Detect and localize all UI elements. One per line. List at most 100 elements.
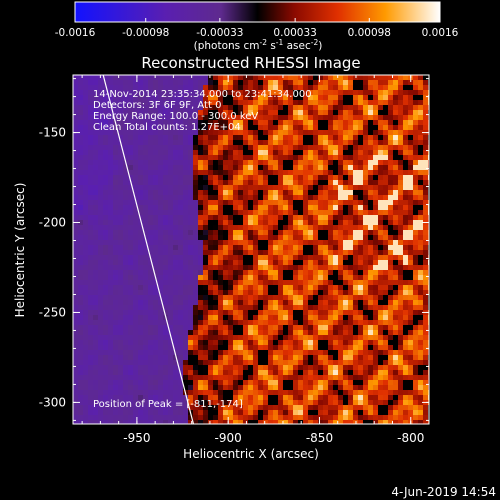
- heatmap-cell: [333, 380, 338, 385]
- heatmap-cell: [83, 85, 88, 90]
- heatmap-cell: [83, 370, 88, 375]
- heatmap-cell: [388, 415, 393, 420]
- heatmap-cell: [118, 205, 123, 210]
- heatmap-cell: [233, 320, 238, 325]
- heatmap-cell: [338, 280, 343, 285]
- heatmap-cell: [308, 220, 313, 225]
- heatmap-cell: [268, 280, 273, 285]
- heatmap-cell: [368, 225, 373, 230]
- heatmap-cell: [173, 345, 178, 350]
- heatmap-cell: [323, 205, 328, 210]
- colorbar-tick-label: -0.0016: [55, 27, 96, 39]
- heatmap-cell: [138, 240, 143, 245]
- heatmap-cell: [103, 370, 108, 375]
- heatmap-cell: [403, 240, 408, 245]
- heatmap-cell: [318, 295, 323, 300]
- heatmap-cell: [93, 125, 98, 130]
- heatmap-cell: [328, 195, 333, 200]
- heatmap-cell: [308, 315, 313, 320]
- heatmap-cell: [108, 115, 113, 120]
- heatmap-cell: [278, 405, 283, 410]
- heatmap-cell: [293, 175, 298, 180]
- heatmap-cell: [383, 205, 388, 210]
- heatmap-cell: [203, 385, 208, 390]
- heatmap-cell: [148, 230, 153, 235]
- heatmap-cell: [123, 385, 128, 390]
- heatmap-cell: [103, 365, 108, 370]
- heatmap-cell: [238, 190, 243, 195]
- heatmap-cell: [358, 140, 363, 145]
- heatmap-cell: [143, 185, 148, 190]
- heatmap-cell: [213, 275, 218, 280]
- heatmap-cell: [108, 160, 113, 165]
- heatmap-cell: [138, 135, 143, 140]
- heatmap-cell: [363, 315, 368, 320]
- heatmap-cell: [363, 120, 368, 125]
- heatmap-cell: [168, 170, 173, 175]
- heatmap-cell: [103, 400, 108, 405]
- heatmap-cell: [308, 150, 313, 155]
- heatmap-cell: [178, 250, 183, 255]
- heatmap-cell: [403, 185, 408, 190]
- heatmap-cell: [363, 210, 368, 215]
- heatmap-cell: [128, 385, 133, 390]
- heatmap-cell: [158, 205, 163, 210]
- heatmap-cell: [413, 150, 418, 155]
- heatmap-cell: [128, 175, 133, 180]
- heatmap-cell: [203, 390, 208, 395]
- heatmap-cell: [138, 325, 143, 330]
- heatmap-cell: [123, 405, 128, 410]
- heatmap-cell: [183, 260, 188, 265]
- heatmap-cell: [328, 390, 333, 395]
- heatmap-cell: [323, 105, 328, 110]
- heatmap-cell: [118, 160, 123, 165]
- heatmap-cell: [403, 295, 408, 300]
- heatmap-cell: [308, 120, 313, 125]
- heatmap-cell: [88, 305, 93, 310]
- heatmap-cell: [123, 270, 128, 275]
- heatmap-cell: [133, 240, 138, 245]
- heatmap-cell: [163, 135, 168, 140]
- heatmap-cell: [263, 80, 268, 85]
- heatmap-cell: [133, 120, 138, 125]
- heatmap-cell: [363, 250, 368, 255]
- heatmap-cell: [408, 320, 413, 325]
- heatmap-cell: [383, 115, 388, 120]
- heatmap-cell: [73, 255, 78, 260]
- heatmap-cell: [268, 370, 273, 375]
- heatmap-cell: [408, 220, 413, 225]
- heatmap-cell: [208, 140, 213, 145]
- heatmap-cell: [158, 215, 163, 220]
- heatmap-cell: [293, 250, 298, 255]
- heatmap-cell: [143, 300, 148, 305]
- heatmap-cell: [373, 290, 378, 295]
- heatmap-cell: [98, 180, 103, 185]
- heatmap-cell: [153, 305, 158, 310]
- heatmap-cell: [253, 240, 258, 245]
- heatmap-cell: [368, 90, 373, 95]
- heatmap-cell: [363, 260, 368, 265]
- heatmap-cell: [208, 130, 213, 135]
- colorbar-tick-label: -0.00033: [196, 27, 243, 39]
- heatmap-cell: [333, 95, 338, 100]
- heatmap-cell: [323, 285, 328, 290]
- heatmap-cell: [383, 190, 388, 195]
- heatmap-cell: [378, 250, 383, 255]
- heatmap-cell: [288, 370, 293, 375]
- heatmap-cell: [213, 105, 218, 110]
- heatmap-cell: [233, 290, 238, 295]
- heatmap-cell: [153, 225, 158, 230]
- heatmap-cell: [353, 225, 358, 230]
- heatmap-cell: [103, 290, 108, 295]
- heatmap-cell: [148, 80, 153, 85]
- heatmap-cell: [313, 205, 318, 210]
- heatmap-cell: [288, 415, 293, 420]
- heatmap-cell: [378, 270, 383, 275]
- heatmap-cell: [143, 345, 148, 350]
- heatmap-cell: [223, 175, 228, 180]
- heatmap-cell: [383, 105, 388, 110]
- heatmap-cell: [363, 165, 368, 170]
- heatmap-cell: [353, 145, 358, 150]
- heatmap-cell: [188, 205, 193, 210]
- heatmap-cell: [293, 160, 298, 165]
